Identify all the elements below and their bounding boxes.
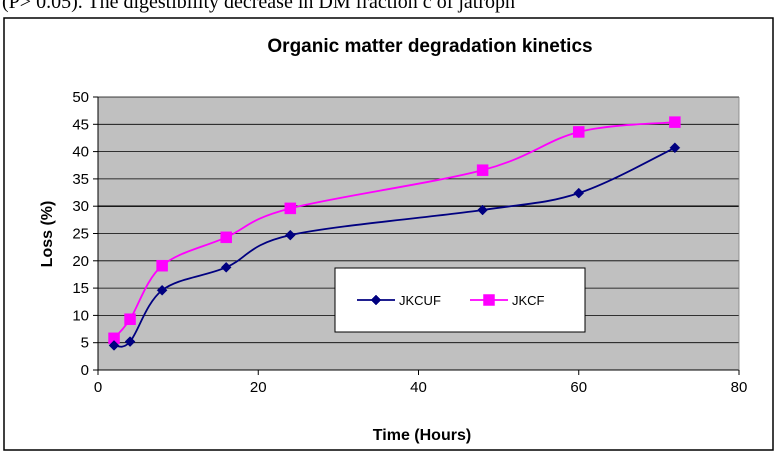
y-tick-label-45: 45	[72, 116, 89, 133]
x-tick-label-60: 60	[570, 379, 587, 396]
y-tick-label-20: 20	[72, 253, 89, 270]
data-point-jkcf-4	[124, 313, 136, 325]
legend-marker-jkcuf	[370, 294, 382, 306]
x-axis-label: Time (Hours)	[373, 427, 471, 444]
plot-area: 0 5 10 15 20 25 30 35 40 45 50 0 20 40 60 80	[72, 89, 747, 396]
y-axis-label: Loss (%)	[39, 201, 56, 268]
legend-label-jkcuf: JKCUF	[399, 293, 441, 308]
chart-title: Organic matter degradation kinetics	[267, 36, 592, 57]
data-point-jkcuf-2	[108, 340, 120, 351]
data-point-jkcuf-72	[669, 142, 681, 154]
x-tick-label-40: 40	[410, 379, 427, 396]
y-tick-label-50: 50	[72, 89, 89, 106]
data-point-jkcuf-60	[573, 187, 585, 199]
y-tick-label-25: 25	[72, 226, 89, 243]
y-tick-label-0: 0	[81, 362, 89, 379]
legend: JKCUF JKCF	[334, 267, 586, 333]
data-point-jkcuf-24	[284, 229, 296, 241]
caption-fragment: (P> 0.05). The digestibility decrease in…	[2, 0, 515, 13]
legend-marker-jkcf	[483, 294, 495, 306]
x-tick-label-80: 80	[731, 379, 748, 396]
x-tick-label-0: 0	[94, 379, 102, 396]
y-tick-label-10: 10	[72, 307, 89, 324]
data-point-jkcuf-8	[156, 284, 168, 296]
y-tick-label-15: 15	[72, 280, 89, 297]
data-point-jkcuf-4	[124, 336, 136, 347]
data-point-jkcf-60	[573, 126, 585, 138]
data-point-jkcf-24	[284, 202, 297, 215]
legend-label-jkcf: JKCF	[512, 293, 545, 308]
data-point-jkcuf-48	[477, 204, 488, 216]
data-point-jkcf-16	[220, 231, 232, 244]
y-tick-label-40: 40	[72, 144, 89, 161]
data-point-jkcf-8	[156, 259, 168, 272]
data-point-jkcuf-16	[220, 261, 232, 273]
y-tick-label-30: 30	[72, 198, 89, 215]
data-point-jkcf-48	[476, 164, 489, 176]
x-tick-label-20: 20	[250, 379, 267, 396]
y-tick-label-35: 35	[72, 171, 89, 188]
y-tick-label-5: 5	[81, 335, 89, 352]
data-point-jkcf-72	[669, 116, 681, 128]
